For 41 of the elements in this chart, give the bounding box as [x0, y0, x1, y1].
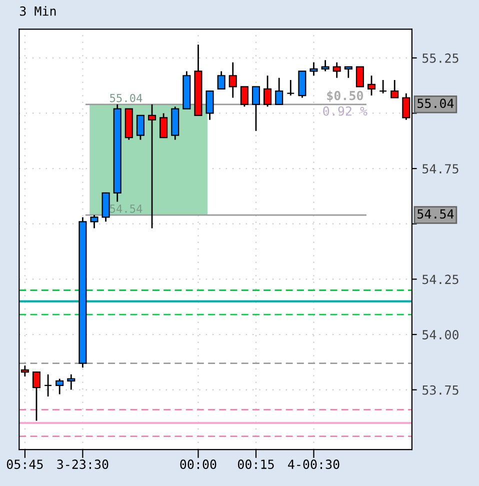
- y-tick-label: 55.25: [422, 53, 458, 63]
- candlestick: [390, 79, 399, 98]
- text: 55.04: [418, 98, 454, 108]
- annotation: $0.50: [327, 90, 363, 102]
- candlestick: [344, 66, 352, 79]
- x-tick-label: 00:15: [238, 460, 274, 470]
- candlestick: [67, 374, 76, 391]
- candlestick: [44, 374, 52, 398]
- candlestick: [367, 74, 376, 96]
- candlestick: [252, 86, 260, 132]
- ref-line-label: 55.04: [110, 94, 142, 102]
- candlestick: [332, 62, 341, 79]
- y-tick-label: 54.25: [422, 274, 458, 284]
- chart-title: 3 Min: [20, 6, 56, 16]
- candlestick: [148, 104, 156, 229]
- y-tick-label: 54.75: [422, 164, 458, 174]
- candlestick: [90, 214, 98, 229]
- candlestick: [136, 114, 144, 140]
- candlestick: [286, 79, 295, 96]
- y-tick-label: 54.00: [422, 330, 458, 340]
- candlestick: [321, 59, 330, 72]
- candlestick: [240, 86, 248, 108]
- annotation: 0.92 %: [323, 106, 368, 116]
- y-tick-label: 53.75: [422, 385, 458, 395]
- candlestick: [206, 90, 214, 121]
- candlestick: [275, 77, 284, 106]
- x-tick-label: 00:00: [180, 460, 216, 470]
- ref-line-label: 54.54: [110, 204, 142, 213]
- candlestick: [264, 74, 272, 108]
- x-tick-label: 3-23:30: [57, 460, 108, 470]
- candlestick: [379, 79, 388, 94]
- candlestick: [56, 378, 64, 395]
- candlestick: [160, 112, 168, 138]
- candlestick: [310, 62, 318, 76]
- x-tick-label: 05:45: [6, 460, 43, 470]
- candlestick: [32, 371, 41, 422]
- candlestick: [228, 62, 237, 98]
- x-tick-label: 4-00:30: [288, 460, 340, 470]
- candlestick: [217, 70, 226, 90]
- text: 54.54: [418, 209, 454, 219]
- candlestick: [356, 66, 364, 88]
